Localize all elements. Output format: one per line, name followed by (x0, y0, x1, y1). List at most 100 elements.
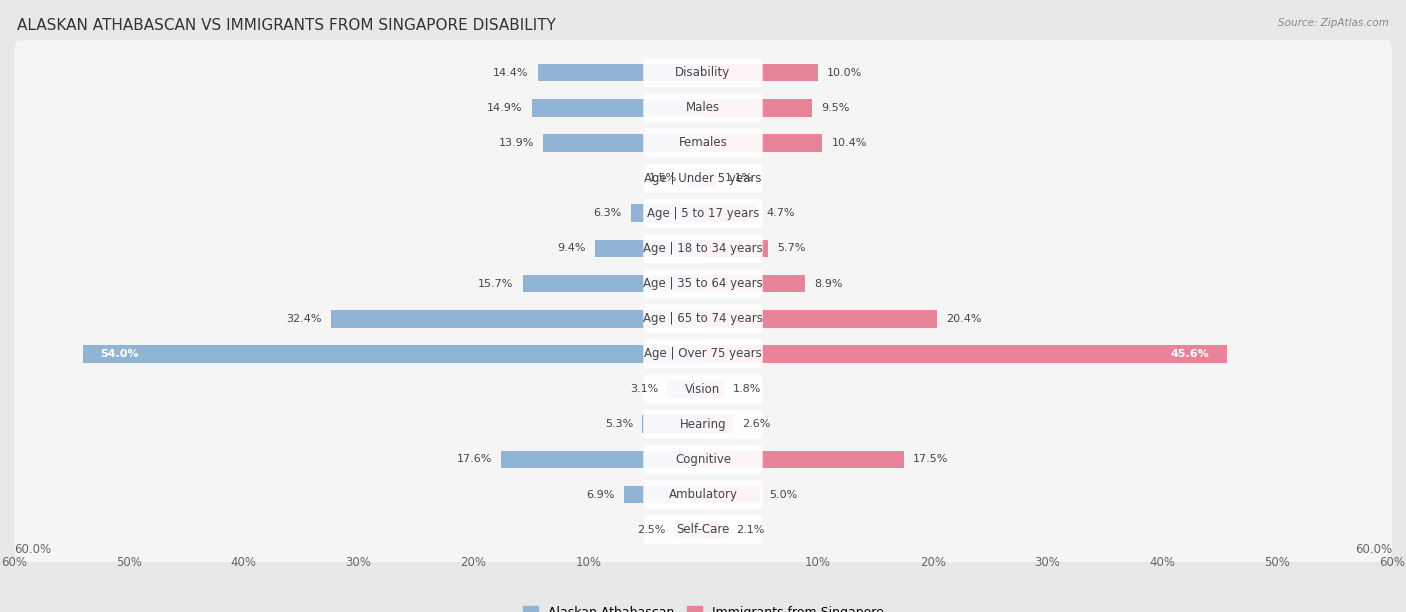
FancyBboxPatch shape (14, 146, 1392, 211)
Text: 20.4%: 20.4% (946, 314, 981, 324)
Bar (330, 310, 703, 327)
Bar (501, 450, 703, 468)
FancyBboxPatch shape (644, 480, 762, 509)
Text: Age | 35 to 64 years: Age | 35 to 64 years (643, 277, 763, 290)
FancyBboxPatch shape (644, 163, 762, 193)
Text: 1.5%: 1.5% (648, 173, 676, 183)
Bar (703, 170, 716, 187)
Text: 5.3%: 5.3% (605, 419, 633, 429)
Text: Males: Males (686, 102, 720, 114)
Text: ALASKAN ATHABASCAN VS IMMIGRANTS FROM SINGAPORE DISABILITY: ALASKAN ATHABASCAN VS IMMIGRANTS FROM SI… (17, 18, 555, 34)
Bar (83, 345, 703, 363)
Text: Age | Over 75 years: Age | Over 75 years (644, 348, 762, 360)
Bar (624, 486, 703, 503)
FancyBboxPatch shape (644, 515, 762, 544)
Bar (703, 380, 724, 398)
Bar (523, 275, 703, 293)
FancyBboxPatch shape (14, 252, 1392, 316)
Text: Vision: Vision (685, 382, 721, 395)
Bar (595, 240, 703, 257)
Bar (703, 99, 813, 117)
Text: 3.1%: 3.1% (630, 384, 658, 394)
FancyBboxPatch shape (644, 304, 762, 334)
Bar (643, 416, 703, 433)
FancyBboxPatch shape (14, 427, 1392, 491)
Text: 17.5%: 17.5% (912, 454, 949, 465)
Bar (703, 204, 756, 222)
Bar (703, 450, 904, 468)
Bar (531, 99, 703, 117)
Text: 9.4%: 9.4% (557, 244, 586, 253)
FancyBboxPatch shape (14, 40, 1392, 105)
FancyBboxPatch shape (644, 129, 762, 157)
FancyBboxPatch shape (644, 340, 762, 368)
Text: Age | 5 to 17 years: Age | 5 to 17 years (647, 207, 759, 220)
Bar (703, 521, 727, 539)
Text: Ambulatory: Ambulatory (668, 488, 738, 501)
FancyBboxPatch shape (14, 357, 1392, 422)
Text: 10.4%: 10.4% (831, 138, 868, 148)
Bar (543, 134, 703, 152)
Text: 15.7%: 15.7% (478, 278, 513, 289)
FancyBboxPatch shape (14, 181, 1392, 245)
Text: Age | Under 5 years: Age | Under 5 years (644, 171, 762, 185)
Text: 32.4%: 32.4% (287, 314, 322, 324)
FancyBboxPatch shape (644, 445, 762, 474)
FancyBboxPatch shape (14, 392, 1392, 457)
FancyBboxPatch shape (14, 498, 1392, 562)
FancyBboxPatch shape (14, 75, 1392, 140)
Text: Age | 65 to 74 years: Age | 65 to 74 years (643, 312, 763, 325)
Text: 6.9%: 6.9% (586, 490, 614, 499)
Text: 9.5%: 9.5% (821, 103, 849, 113)
FancyBboxPatch shape (644, 375, 762, 403)
Bar (703, 275, 806, 293)
Text: 60.0%: 60.0% (14, 543, 51, 556)
Text: 2.6%: 2.6% (742, 419, 770, 429)
Bar (675, 521, 703, 539)
Bar (703, 134, 823, 152)
FancyBboxPatch shape (644, 409, 762, 439)
Text: Cognitive: Cognitive (675, 453, 731, 466)
Text: Disability: Disability (675, 66, 731, 79)
Text: 60.0%: 60.0% (1355, 543, 1392, 556)
Text: 14.9%: 14.9% (488, 103, 523, 113)
Text: 1.1%: 1.1% (725, 173, 754, 183)
Text: Females: Females (679, 136, 727, 149)
Text: 8.9%: 8.9% (814, 278, 842, 289)
Text: Hearing: Hearing (679, 418, 727, 431)
Text: 2.5%: 2.5% (637, 524, 665, 535)
Bar (703, 486, 761, 503)
Bar (703, 416, 733, 433)
Text: 13.9%: 13.9% (499, 138, 534, 148)
Bar (703, 64, 818, 81)
Bar (537, 64, 703, 81)
FancyBboxPatch shape (14, 286, 1392, 351)
FancyBboxPatch shape (644, 269, 762, 298)
FancyBboxPatch shape (644, 58, 762, 87)
FancyBboxPatch shape (14, 216, 1392, 281)
Text: 45.6%: 45.6% (1171, 349, 1209, 359)
Bar (686, 170, 703, 187)
Bar (631, 204, 703, 222)
FancyBboxPatch shape (644, 93, 762, 122)
Text: 5.0%: 5.0% (769, 490, 797, 499)
Text: 17.6%: 17.6% (457, 454, 492, 465)
Text: 14.4%: 14.4% (494, 68, 529, 78)
Text: Source: ZipAtlas.com: Source: ZipAtlas.com (1278, 18, 1389, 28)
FancyBboxPatch shape (14, 321, 1392, 386)
Text: Age | 18 to 34 years: Age | 18 to 34 years (643, 242, 763, 255)
Bar (703, 310, 938, 327)
Text: 6.3%: 6.3% (593, 208, 621, 218)
Legend: Alaskan Athabascan, Immigrants from Singapore: Alaskan Athabascan, Immigrants from Sing… (517, 601, 889, 612)
Text: 2.1%: 2.1% (737, 524, 765, 535)
Bar (703, 240, 769, 257)
Text: 1.8%: 1.8% (733, 384, 761, 394)
FancyBboxPatch shape (14, 462, 1392, 527)
FancyBboxPatch shape (644, 234, 762, 263)
FancyBboxPatch shape (644, 199, 762, 228)
Bar (668, 380, 703, 398)
Text: 54.0%: 54.0% (100, 349, 139, 359)
Text: 5.7%: 5.7% (778, 244, 806, 253)
Bar (703, 345, 1226, 363)
Text: 10.0%: 10.0% (827, 68, 862, 78)
